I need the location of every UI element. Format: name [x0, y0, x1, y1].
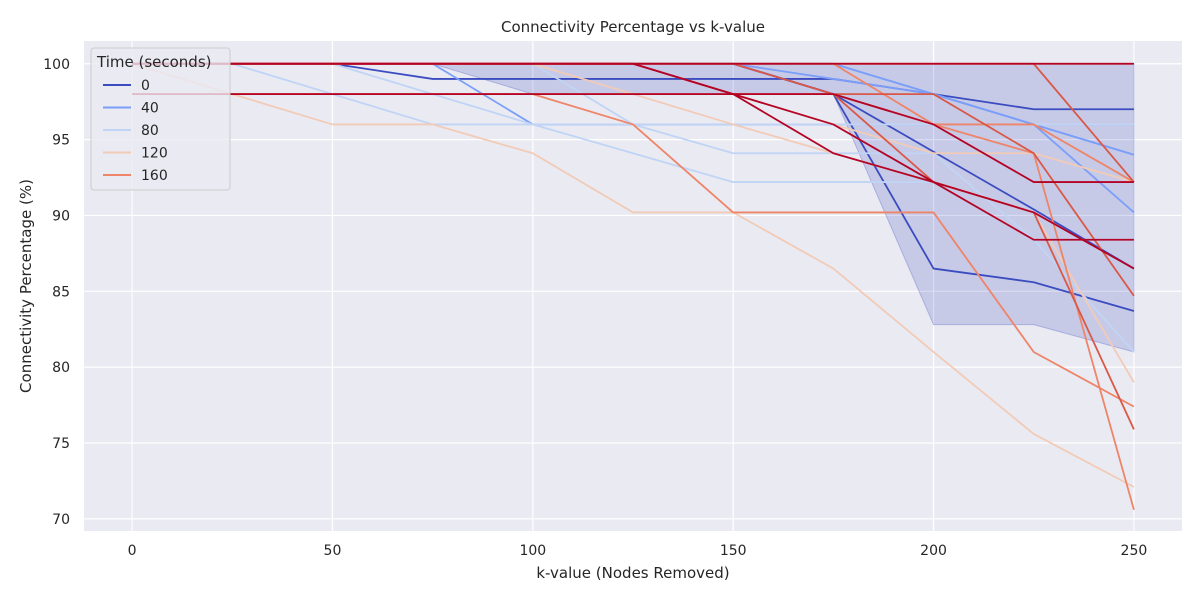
legend: Time (seconds) 0 40 80 120 160 [90, 47, 231, 191]
y-tick-label: 75 [52, 436, 70, 452]
x-tick-label: 50 [324, 543, 342, 559]
y-tick-label: 85 [52, 284, 70, 300]
legend-label: 120 [141, 146, 168, 162]
legend-label: 80 [141, 123, 159, 139]
x-tick-label: 0 [128, 543, 137, 559]
x-tick-label: 250 [1121, 543, 1148, 559]
y-axis-label: Connectivity Percentage (%) [17, 179, 35, 393]
x-tick-label: 200 [920, 543, 947, 559]
x-tick-label: 100 [519, 543, 546, 559]
y-tick-label: 70 [52, 512, 70, 528]
y-tick-label: 95 [52, 133, 70, 149]
y-tick-labels: 70 75 80 85 90 95 100 [43, 57, 70, 528]
series-layer [131, 62, 1135, 511]
legend-entries: 0 40 80 120 160 [103, 78, 168, 184]
legend-label: 40 [141, 101, 159, 117]
y-tick-label: 100 [43, 57, 70, 73]
legend-label: 0 [141, 78, 150, 94]
legend-label: 160 [141, 168, 168, 184]
y-tick-label: 90 [52, 208, 70, 224]
x-tick-label: 150 [720, 543, 747, 559]
x-axis-label: k-value (Nodes Removed) [536, 564, 729, 582]
y-tick-label: 80 [52, 360, 70, 376]
series-line-11 [131, 62, 1135, 488]
plot-area [84, 41, 1182, 531]
x-tick-labels: 0 50 100 150 200 250 [128, 543, 1148, 559]
chart-title: Connectivity Percentage vs k-value [501, 18, 765, 36]
series-line-23 [132, 93, 1134, 183]
legend-title: Time (seconds) [96, 53, 212, 71]
legend-frame [90, 47, 231, 191]
